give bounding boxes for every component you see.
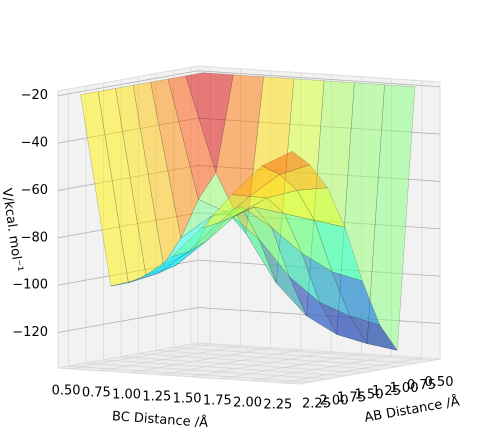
surface-patch	[261, 151, 311, 175]
y-tick-label: 1.25	[372, 384, 401, 399]
x-tick-label: 1.75	[203, 393, 232, 408]
z-tick-label: −60	[21, 183, 48, 198]
y-tick-label: 0.75	[407, 378, 436, 393]
grid-line	[57, 70, 441, 97]
z-tick-label: −120	[12, 325, 48, 340]
x-tick-label: 2.25	[263, 397, 292, 412]
y-tick-label: 2.25	[302, 397, 331, 412]
x-tick-label: 1.50	[173, 391, 202, 406]
z-tick-label: −20	[21, 88, 48, 103]
z-tick-label: −40	[21, 136, 48, 151]
x-axis-label: BC Distance /Å	[112, 408, 209, 431]
z-tick-label: −100	[12, 278, 48, 293]
pane	[57, 342, 441, 385]
x-tick-label: 1.25	[142, 389, 171, 404]
z-tick-label: −80	[21, 230, 48, 245]
x-tick-label: 0.75	[82, 385, 111, 400]
y-tick-label: 1.50	[355, 387, 384, 402]
grid-line	[85, 86, 329, 380]
grid-line	[68, 89, 311, 383]
x-tick-label: 1.00	[112, 387, 141, 402]
y-tick-label: 2.00	[320, 394, 349, 409]
y-tick-label: 1.00	[390, 381, 419, 396]
x-tick-label: 2.00	[233, 395, 262, 410]
y-tick-label: 1.75	[337, 390, 366, 405]
x-tick-label: 0.50	[52, 383, 81, 398]
y-tick-label: 0.50	[425, 375, 454, 390]
surface	[80, 72, 416, 351]
